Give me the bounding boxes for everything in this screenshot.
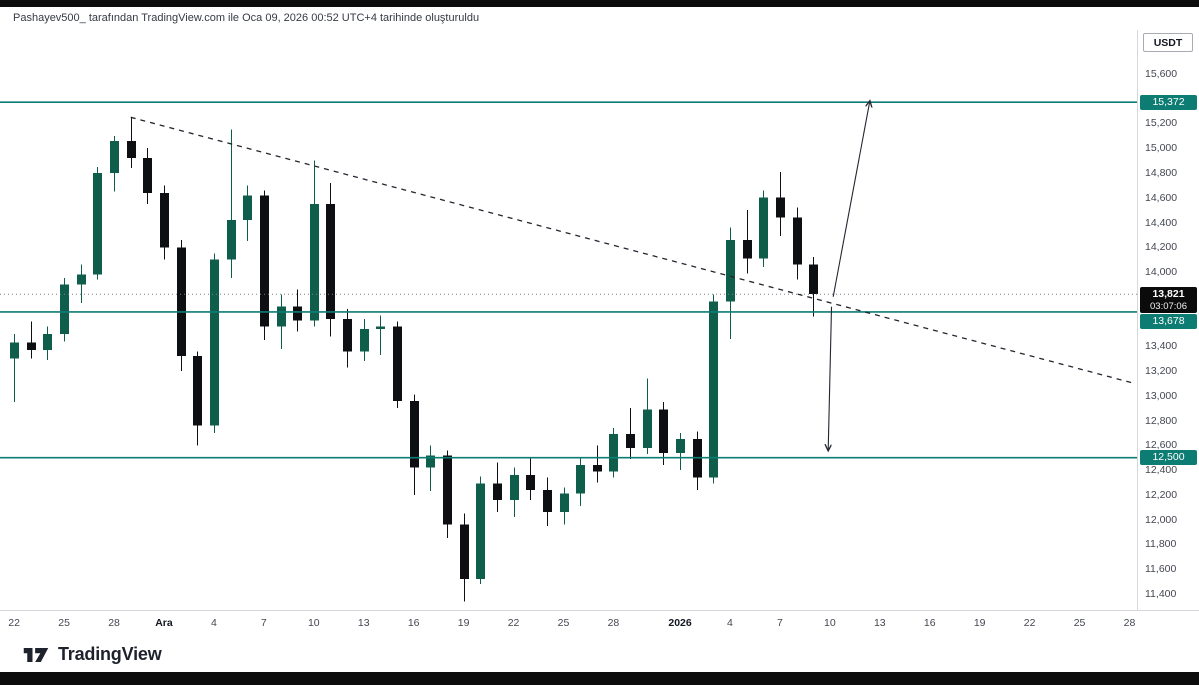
price-tick-label: 13,000: [1145, 389, 1178, 402]
price-tick-label: 14,800: [1145, 166, 1178, 179]
time-tick-label: 28: [108, 617, 120, 629]
level-price-badge: 15,372: [1140, 94, 1197, 110]
top-strip: [0, 0, 1199, 7]
price-tick-label: 11,400: [1145, 587, 1177, 600]
price-tick-label: 15,000: [1145, 142, 1178, 155]
price-tick-label: 13,200: [1145, 365, 1178, 378]
price-tick-label: 11,600: [1145, 563, 1177, 576]
price-tick-label: 12,600: [1145, 439, 1178, 452]
price-tick-label: 14,400: [1145, 216, 1178, 229]
chart-area[interactable]: USDT 15,600 15,200 15,000 14,800 14,600 14,40…: [0, 30, 1199, 637]
time-tick-label: 25: [58, 617, 70, 629]
price-tick-label: 15,600: [1145, 67, 1178, 80]
price-tick-label: 15,200: [1145, 117, 1178, 130]
time-tick-label: 22: [507, 617, 520, 629]
bar-countdown: 03:07:06: [1150, 301, 1187, 313]
price-tick-label: 12,800: [1145, 414, 1178, 427]
bottom-strip: [0, 672, 1199, 685]
tradingview-logo-icon[interactable]: [22, 645, 50, 665]
time-tick-label: 13: [357, 617, 370, 629]
time-tick-label: 19: [457, 617, 470, 629]
time-tick-label: 4: [210, 617, 217, 629]
level-price-badge: 13,678: [1140, 314, 1197, 330]
price-tick-label: 14,600: [1145, 191, 1178, 204]
projection-arrow-down[interactable]: [828, 306, 833, 451]
time-tick-label: 7: [776, 617, 783, 629]
candlestick-plot[interactable]: [0, 30, 1137, 610]
footer: TradingView: [0, 637, 1199, 672]
time-tick-label: 16: [923, 617, 936, 629]
currency-label: USDT: [1143, 33, 1193, 52]
time-tick-label: Ara: [155, 617, 173, 629]
brand-name[interactable]: TradingView: [58, 644, 162, 664]
price-tick-label: 12,000: [1145, 513, 1178, 526]
time-tick-label: 22: [8, 617, 20, 629]
time-tick-label: 22: [1023, 617, 1036, 629]
candles-group: [10, 117, 818, 602]
descending-trendline[interactable]: [130, 116, 1135, 385]
time-tick-label: 10: [307, 617, 320, 629]
price-tick-label: 12,200: [1145, 488, 1178, 501]
time-tick-label: 28: [607, 617, 620, 629]
price-tick-label: 14,000: [1145, 266, 1178, 279]
time-tick-label: 19: [973, 617, 986, 629]
last-price-value: 13,821: [1152, 288, 1185, 301]
price-tick-label: 12,400: [1145, 464, 1178, 477]
price-tick-label: 13,400: [1145, 340, 1178, 353]
time-tick-label: 28: [1123, 617, 1136, 629]
price-tick-label: 14,200: [1145, 241, 1178, 254]
last-price-badge: 13,821 03:07:06: [1140, 287, 1197, 314]
price-tick-label: 11,800: [1145, 538, 1177, 551]
time-tick-label: 25: [1073, 617, 1086, 629]
price-axis[interactable]: USDT 15,600 15,200 15,000 14,800 14,600 14,40…: [1137, 30, 1199, 610]
time-tick-label: 4: [727, 617, 733, 629]
time-tick-label: 7: [260, 617, 267, 629]
time-axis[interactable]: 22 25 28 Ara 4 7 10 13 16 19 22 25 28 2026 4 7 10 13 16 19 2…: [0, 610, 1199, 637]
projection-arrow-up[interactable]: [832, 101, 870, 297]
time-tick-label: 16: [407, 617, 420, 629]
time-tick-label: 2026: [668, 617, 692, 629]
time-tick-label: 10: [824, 617, 836, 629]
attribution-text: Pashayev500_ tarafından TradingView.com …: [0, 7, 1199, 30]
time-tick-label: 25: [557, 617, 570, 629]
level-price-badge: 12,500: [1140, 450, 1197, 466]
time-tick-label: 13: [873, 617, 886, 629]
